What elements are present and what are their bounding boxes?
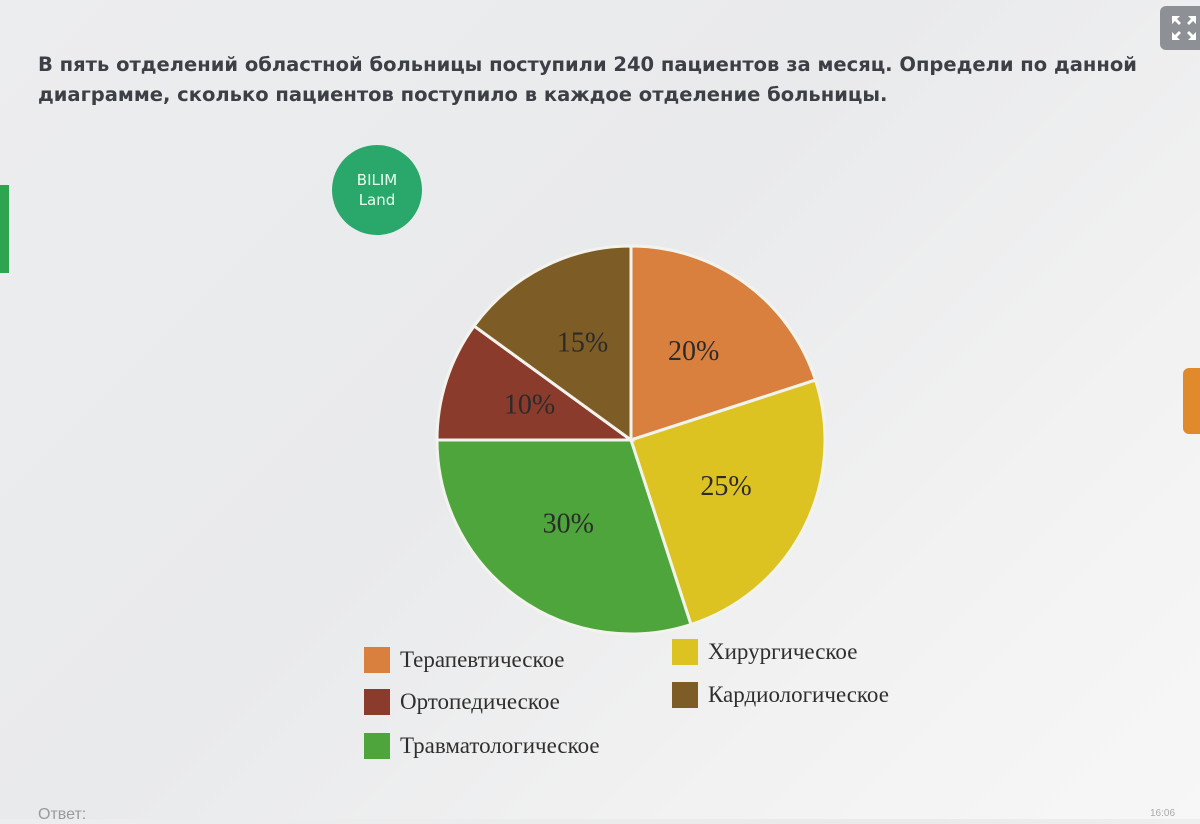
question-text: В пять отделений областной больницы пост… (38, 53, 1137, 106)
slice-percent-label: 30% (543, 509, 594, 540)
side-panel-tab[interactable] (1183, 368, 1200, 434)
expand-button[interactable] (1160, 6, 1200, 50)
clock: 16:06 (1150, 808, 1176, 819)
answer-label: Ответ: (38, 806, 87, 823)
legend-swatch (672, 682, 698, 708)
legend-item-surgical: Хирургическое (672, 639, 857, 665)
slice-percent-label: 25% (700, 471, 751, 502)
legend-item-trauma: Травматологическое (364, 733, 600, 759)
legend-item-orthopedic: Ортопедическое (364, 689, 560, 715)
legend-item-therapeutic: Терапевтическое (364, 647, 565, 673)
slice-percent-label: 15% (557, 327, 608, 358)
slice-percent-label: 10% (504, 389, 555, 420)
expand-icon (1172, 16, 1196, 40)
bilimland-logo: BILIM Land (332, 145, 422, 235)
legend-label: Терапевтическое (400, 647, 565, 672)
slice-percent-label: 20% (668, 336, 719, 367)
legend-label: Травматологическое (400, 733, 600, 758)
legend-item-cardiology: Кардиологическое (672, 682, 889, 708)
legend-swatch (672, 639, 698, 665)
slice-trauma (435, 438, 693, 636)
slice-surgical (629, 378, 827, 627)
legend-swatch (364, 689, 390, 715)
logo-line-1: BILIM (356, 171, 398, 189)
legend-swatch (364, 647, 390, 673)
legend-swatch (364, 733, 390, 759)
slice-therapeutic (629, 244, 818, 443)
legend-label: Ортопедическое (400, 689, 560, 714)
slice-cardiology (471, 244, 633, 443)
logo-line-2: Land (358, 191, 396, 209)
left-accent-bar (0, 185, 9, 273)
legend-label: Кардиологическое (708, 682, 889, 707)
legend-label: Хирургическое (708, 639, 858, 664)
slice-orthopedic (435, 323, 636, 442)
